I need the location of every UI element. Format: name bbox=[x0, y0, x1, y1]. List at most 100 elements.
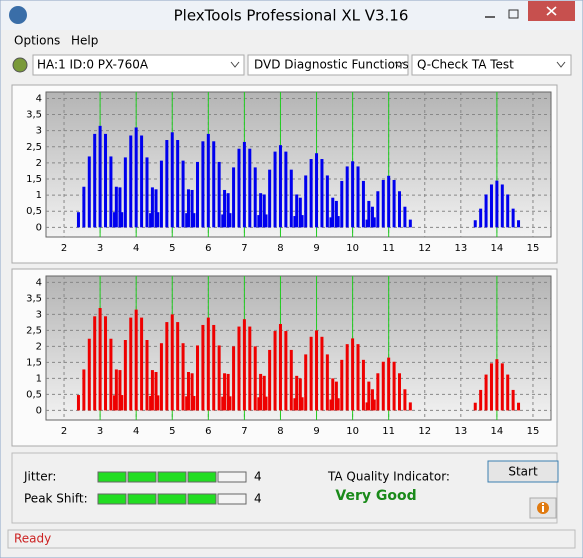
bar bbox=[118, 370, 122, 411]
bar bbox=[181, 160, 185, 228]
maximize-button[interactable] bbox=[508, 9, 519, 19]
bar bbox=[340, 180, 344, 228]
bar bbox=[120, 395, 124, 411]
bar bbox=[190, 189, 194, 228]
function-select-text: DVD Diagnostic Functions bbox=[254, 58, 409, 72]
bar bbox=[473, 220, 477, 228]
y-tick-label: 4 bbox=[36, 277, 42, 288]
bar bbox=[495, 359, 499, 411]
bar bbox=[278, 324, 282, 411]
y-tick-label: 2,5 bbox=[26, 142, 42, 153]
x-tick-label: 6 bbox=[205, 243, 211, 254]
bar bbox=[201, 141, 205, 228]
x-tick-label: 7 bbox=[241, 243, 247, 254]
y-tick-label: 0 bbox=[36, 405, 42, 416]
bar bbox=[154, 372, 158, 411]
bar bbox=[361, 359, 365, 411]
bar bbox=[93, 133, 97, 228]
bar bbox=[232, 346, 236, 411]
bar bbox=[140, 135, 144, 228]
bar bbox=[325, 354, 329, 411]
function-select[interactable] bbox=[247, 54, 409, 76]
y-tick-label: 3 bbox=[36, 126, 42, 137]
bar bbox=[190, 373, 194, 411]
bar bbox=[320, 159, 324, 228]
bar bbox=[82, 186, 86, 228]
bar bbox=[226, 373, 230, 411]
status-bar bbox=[7, 529, 576, 549]
x-tick-label: 2 bbox=[61, 243, 67, 254]
bar bbox=[284, 151, 288, 228]
bar bbox=[264, 396, 268, 411]
bar bbox=[387, 175, 391, 228]
x-tick-label: 15 bbox=[527, 426, 540, 437]
bar bbox=[257, 397, 261, 411]
drive-icon bbox=[12, 57, 28, 73]
meter-box bbox=[217, 493, 247, 505]
meter-box bbox=[187, 471, 217, 483]
bar bbox=[145, 157, 149, 228]
bar bbox=[278, 145, 282, 228]
bar bbox=[226, 193, 230, 228]
bar bbox=[381, 361, 385, 411]
jitter-label: Jitter: bbox=[23, 470, 56, 484]
bar bbox=[129, 135, 133, 228]
bar bbox=[273, 151, 277, 228]
menu-item[interactable]: Help bbox=[71, 34, 98, 48]
menu-item[interactable]: Options bbox=[14, 34, 60, 48]
drive-select[interactable] bbox=[32, 54, 245, 76]
y-tick-label: 2 bbox=[36, 158, 42, 169]
meter-box bbox=[97, 471, 127, 483]
bar bbox=[134, 309, 138, 411]
bar bbox=[185, 396, 189, 411]
bar bbox=[248, 326, 252, 411]
jitter-value: 4 bbox=[254, 470, 262, 484]
bar bbox=[365, 219, 369, 228]
bar bbox=[376, 373, 380, 411]
x-tick-label: 5 bbox=[169, 243, 175, 254]
y-tick-label: 2,5 bbox=[26, 325, 42, 336]
bar bbox=[223, 373, 227, 411]
bar bbox=[253, 167, 257, 228]
bar bbox=[87, 156, 91, 228]
bar bbox=[293, 216, 297, 228]
bar bbox=[489, 184, 493, 228]
results-panel bbox=[11, 452, 558, 524]
bar bbox=[98, 308, 102, 411]
x-tick-label: 4 bbox=[133, 426, 139, 437]
bar bbox=[484, 374, 488, 411]
app-icon bbox=[9, 6, 27, 24]
bar bbox=[517, 402, 521, 411]
bar bbox=[295, 375, 299, 411]
bar bbox=[186, 372, 190, 411]
bar bbox=[284, 331, 288, 411]
bar bbox=[495, 180, 499, 228]
quality-value: Very Good bbox=[335, 488, 416, 504]
meter-box bbox=[97, 493, 127, 505]
title-bar bbox=[1, 1, 582, 30]
bar bbox=[145, 340, 149, 411]
start-button[interactable] bbox=[487, 460, 559, 483]
x-tick-label: 8 bbox=[277, 426, 283, 437]
bar bbox=[223, 189, 227, 228]
bar bbox=[273, 331, 277, 411]
y-tick-label: 3 bbox=[36, 309, 42, 320]
x-tick-label: 11 bbox=[382, 243, 395, 254]
x-tick-label: 10 bbox=[346, 426, 359, 437]
y-tick-label: 1,5 bbox=[26, 174, 42, 185]
bar bbox=[370, 206, 374, 228]
bar bbox=[500, 363, 504, 411]
bar bbox=[221, 396, 225, 411]
bar bbox=[212, 324, 216, 411]
x-tick-label: 13 bbox=[454, 243, 467, 254]
x-tick-label: 2 bbox=[61, 426, 67, 437]
bar bbox=[82, 369, 86, 411]
y-tick-label: 2 bbox=[36, 341, 42, 352]
meter-box bbox=[187, 493, 217, 505]
window-title: PlexTools Professional XL V3.16 bbox=[174, 7, 409, 25]
bar bbox=[154, 189, 158, 228]
bar bbox=[408, 219, 412, 228]
test-select[interactable] bbox=[411, 54, 572, 76]
